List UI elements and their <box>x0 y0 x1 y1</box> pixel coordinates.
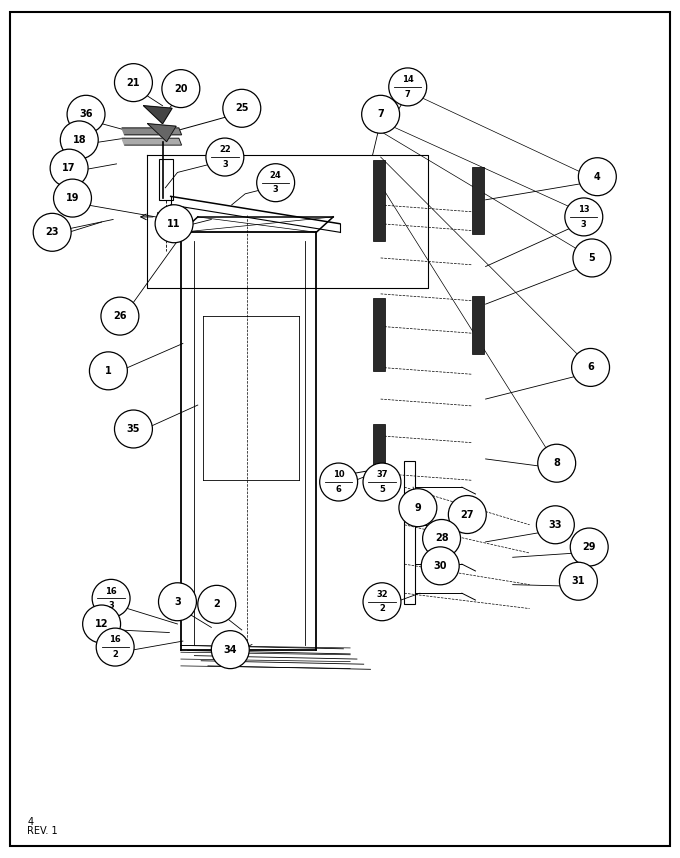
Text: 9: 9 <box>415 503 421 513</box>
Text: 28: 28 <box>435 534 448 543</box>
Bar <box>373 298 385 371</box>
Text: 5: 5 <box>379 485 385 493</box>
Text: 20: 20 <box>174 83 188 94</box>
Polygon shape <box>122 128 182 135</box>
Text: 3: 3 <box>108 601 114 610</box>
Text: 5: 5 <box>589 253 595 263</box>
Text: 33: 33 <box>549 520 562 529</box>
Text: 30: 30 <box>433 561 447 571</box>
Ellipse shape <box>389 68 426 106</box>
Text: REV. 1: REV. 1 <box>27 826 58 836</box>
Text: 3: 3 <box>174 597 181 607</box>
Ellipse shape <box>162 69 200 107</box>
Ellipse shape <box>114 410 152 448</box>
Text: 8: 8 <box>554 458 560 468</box>
Text: 27: 27 <box>460 510 474 520</box>
Bar <box>472 167 484 234</box>
Text: 16: 16 <box>105 587 117 595</box>
Bar <box>472 296 484 353</box>
Ellipse shape <box>399 489 437 527</box>
Polygon shape <box>122 138 182 145</box>
Ellipse shape <box>158 583 197 620</box>
Text: 31: 31 <box>572 577 585 586</box>
Text: 19: 19 <box>66 193 80 203</box>
Ellipse shape <box>33 214 71 251</box>
Ellipse shape <box>560 562 597 601</box>
Text: 26: 26 <box>113 311 126 321</box>
Text: 1: 1 <box>105 366 112 376</box>
Ellipse shape <box>363 583 401 620</box>
Text: 12: 12 <box>95 619 108 629</box>
Ellipse shape <box>565 198 602 236</box>
Text: 37: 37 <box>376 470 388 480</box>
Ellipse shape <box>223 89 260 127</box>
Text: 32: 32 <box>376 590 388 599</box>
Text: 3: 3 <box>581 220 587 228</box>
Text: 3: 3 <box>273 185 279 195</box>
Bar <box>405 461 415 604</box>
Text: 2: 2 <box>214 600 220 609</box>
Text: 18: 18 <box>73 135 86 145</box>
Ellipse shape <box>537 506 575 544</box>
Ellipse shape <box>155 205 193 243</box>
Text: 34: 34 <box>224 644 237 655</box>
Text: 11: 11 <box>167 219 181 229</box>
Text: 16: 16 <box>109 636 121 644</box>
Ellipse shape <box>538 444 576 482</box>
Text: 7: 7 <box>377 109 384 119</box>
Ellipse shape <box>448 496 486 534</box>
Ellipse shape <box>363 463 401 501</box>
Text: 10: 10 <box>333 470 345 480</box>
Text: 14: 14 <box>402 76 413 84</box>
Ellipse shape <box>211 631 250 668</box>
Bar <box>157 212 169 222</box>
Text: 21: 21 <box>126 77 140 88</box>
Ellipse shape <box>67 95 105 133</box>
Ellipse shape <box>83 605 120 643</box>
Ellipse shape <box>423 519 460 558</box>
Bar <box>158 159 173 200</box>
Text: 13: 13 <box>578 205 590 214</box>
Text: 25: 25 <box>235 103 249 113</box>
Ellipse shape <box>572 348 609 386</box>
Ellipse shape <box>579 158 616 196</box>
Text: 29: 29 <box>583 542 596 552</box>
Ellipse shape <box>92 579 130 617</box>
Ellipse shape <box>96 628 134 666</box>
Ellipse shape <box>61 121 98 159</box>
Ellipse shape <box>54 179 91 217</box>
Bar <box>373 424 385 491</box>
Ellipse shape <box>101 297 139 335</box>
Text: 4: 4 <box>594 172 600 182</box>
Ellipse shape <box>320 463 358 501</box>
Text: 6: 6 <box>336 485 341 493</box>
Ellipse shape <box>362 95 400 133</box>
Ellipse shape <box>50 149 88 187</box>
Text: 3: 3 <box>222 160 228 169</box>
Polygon shape <box>143 106 172 124</box>
Text: 36: 36 <box>80 109 92 119</box>
Ellipse shape <box>257 164 294 202</box>
Text: 22: 22 <box>219 145 231 154</box>
Text: 17: 17 <box>63 163 76 173</box>
Bar <box>373 160 385 241</box>
Text: 2: 2 <box>379 605 385 613</box>
Text: 7: 7 <box>405 89 411 99</box>
Ellipse shape <box>206 138 244 176</box>
Ellipse shape <box>198 585 236 623</box>
Text: 2: 2 <box>112 650 118 659</box>
Polygon shape <box>148 124 176 142</box>
Text: 23: 23 <box>46 227 59 238</box>
Ellipse shape <box>573 239 611 277</box>
Ellipse shape <box>571 528 608 566</box>
Text: 24: 24 <box>270 171 282 180</box>
Text: 6: 6 <box>588 362 594 372</box>
Text: 35: 35 <box>126 424 140 434</box>
Ellipse shape <box>90 352 127 390</box>
Ellipse shape <box>114 63 152 101</box>
Text: 4: 4 <box>27 818 33 827</box>
Ellipse shape <box>422 547 459 585</box>
